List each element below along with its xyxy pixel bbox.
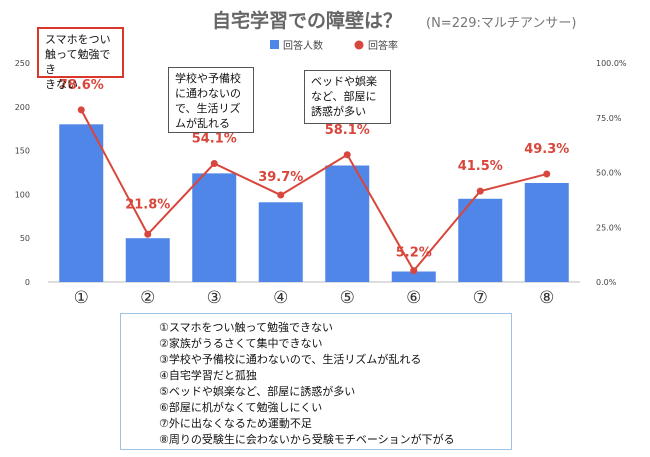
rate-point: [476, 187, 484, 195]
bar-series: [59, 124, 569, 282]
x-tick-label: ③: [207, 288, 222, 308]
callout-3: 学校や予備校 に通わないの で、生活リズ ムが乱れる: [168, 67, 254, 133]
rate-point: [77, 106, 85, 114]
x-tick-label: ②: [140, 288, 155, 308]
rate-point: [410, 267, 418, 275]
legend-label-count: 回答人数: [283, 39, 323, 52]
y-right-tick-label: 75.0%: [596, 114, 622, 123]
y-axis-left: 0 50 100 150 200 250: [15, 59, 30, 287]
line-series: 78.6% 21.8% 54.1% 39.7% 58.1% 5.2% 41.5% 49.3%: [59, 78, 569, 275]
data-label: 21.8%: [125, 197, 170, 212]
legend-item: ⑧周りの受験生に会わないから受験モチベーションが下がる: [159, 433, 455, 446]
rate-point: [144, 230, 152, 238]
data-label: 41.5%: [458, 159, 503, 174]
bar: [325, 165, 370, 282]
rate-point: [343, 151, 351, 159]
y-left-tick-label: 150: [15, 147, 30, 156]
data-label: 49.3%: [524, 142, 569, 157]
data-label: 5.2%: [396, 246, 432, 261]
legend-swatch-count: [270, 40, 279, 49]
bar: [59, 124, 104, 282]
legend-item: ⑥部屋に机がなくて勉強しにくい: [159, 401, 323, 414]
data-label: 58.1%: [325, 123, 370, 138]
callout-5: ベッドや娯楽 など、部屋に 誘惑が多い: [304, 70, 391, 124]
callout-1: スマホをつい 触って勉強でき きない: [37, 27, 124, 91]
y-right-tick-label: 100.0%: [596, 59, 627, 68]
x-tick-label: ①: [74, 288, 89, 308]
bar: [125, 238, 170, 282]
x-tick-label: ④: [273, 288, 288, 308]
bar: [192, 173, 237, 282]
data-label: 54.1%: [192, 132, 237, 147]
bar: [458, 198, 503, 282]
data-label: 78.6%: [59, 78, 104, 93]
data-label: 39.7%: [258, 170, 303, 185]
legend-swatch-rate: [354, 40, 364, 50]
y-left-tick-label: 0: [25, 278, 30, 287]
legend-label-rate: 回答率: [368, 39, 398, 52]
chart-title: 自宅学習での障壁は？: [212, 9, 402, 32]
y-right-tick-label: 0.0%: [596, 278, 617, 287]
rate-line: [80, 109, 547, 273]
legend-item: ①スマホをつい触って勉強できない: [159, 321, 333, 334]
legend-item: ⑦外に出なくなるため運動不足: [159, 417, 312, 430]
chart-subtitle: (N=229:マルチアンサー): [426, 16, 576, 31]
rate-point: [210, 160, 218, 168]
y-left-tick-label: 50: [20, 234, 30, 243]
x-tick-label: ⑧: [539, 288, 554, 308]
y-left-tick-label: 100: [15, 190, 30, 199]
y-axis-right: 0.0% 25.0% 50.0% 75.0% 100.0%: [596, 59, 627, 287]
y-left-tick-label: 200: [15, 103, 30, 112]
legend-item: ④自宅学習だと孤独: [159, 369, 257, 382]
bar: [524, 183, 569, 282]
rate-point: [277, 191, 285, 199]
y-right-tick-label: 25.0%: [596, 223, 622, 232]
x-tick-label: ⑦: [473, 288, 488, 308]
rate-point: [543, 170, 551, 178]
legend-item: ③学校や予備校に通わないので、生活リズムが乱れる: [159, 353, 422, 366]
x-tick-label: ⑥: [406, 288, 421, 308]
y-right-tick-label: 50.0%: [596, 169, 622, 178]
bar: [391, 271, 436, 282]
y-left-tick-label: 250: [15, 59, 30, 68]
legend-item: ⑤ベッドや娯楽など、部屋に誘惑が多い: [159, 385, 356, 398]
chart-legend: 回答人数 回答率: [270, 39, 398, 52]
category-legend: ①スマホをつい触って勉強できない ②家族がうるさくて集中できない ③学校や予備校…: [120, 313, 512, 450]
x-tick-label: ⑤: [340, 288, 355, 308]
x-axis: ① ② ③ ④ ⑤ ⑥ ⑦ ⑧: [74, 288, 555, 308]
bar: [258, 202, 303, 282]
legend-item: ②家族がうるさくて集中できない: [159, 337, 323, 350]
